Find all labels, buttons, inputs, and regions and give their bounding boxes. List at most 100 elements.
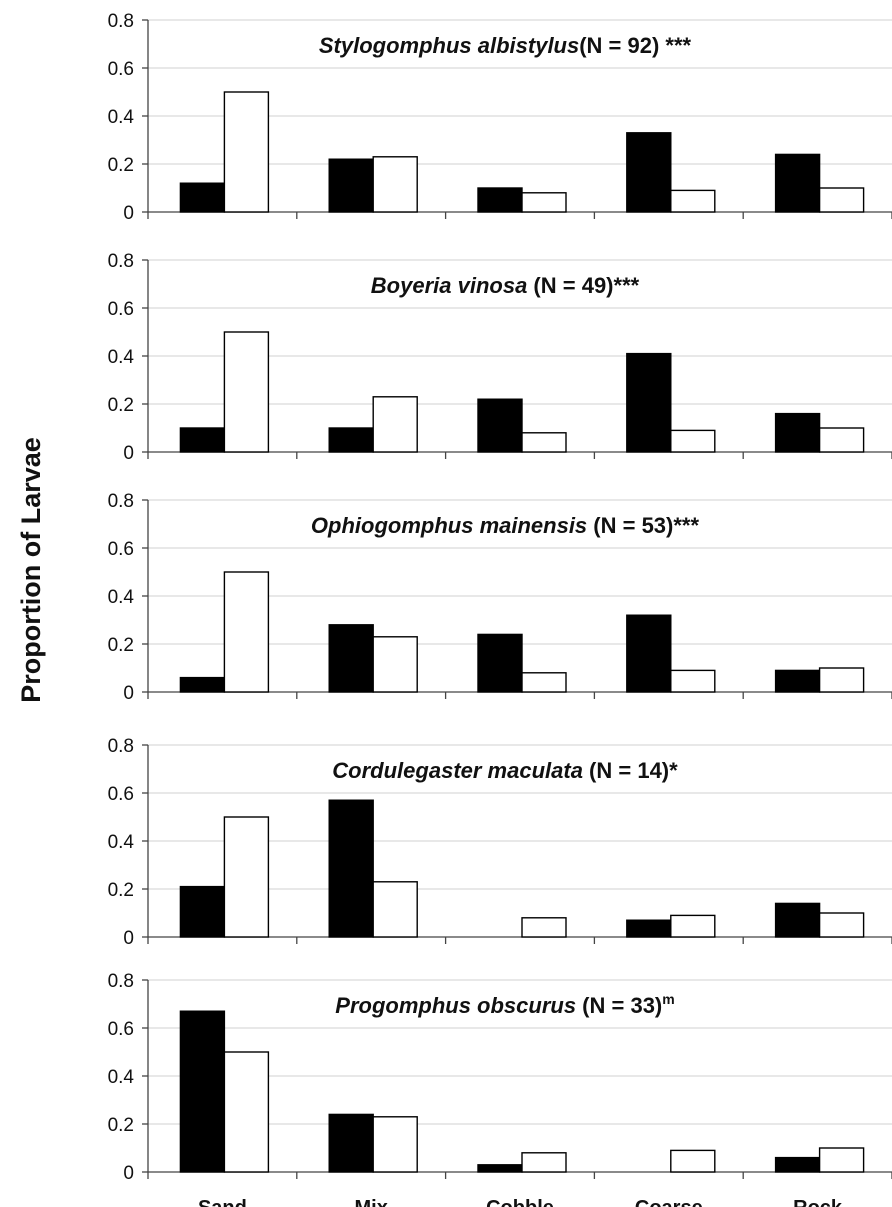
bar xyxy=(223,91,270,213)
bar xyxy=(670,429,716,453)
category-label: Rock xyxy=(793,1197,843,1207)
bar xyxy=(372,156,418,213)
bar xyxy=(328,427,374,453)
bar xyxy=(179,885,226,938)
bar xyxy=(179,427,226,453)
bar xyxy=(774,153,821,213)
bar xyxy=(521,192,567,213)
y-tick-label: 0.8 xyxy=(108,971,134,992)
species-name: Cordulegaster maculata xyxy=(332,758,583,783)
bar xyxy=(179,1010,226,1173)
bar xyxy=(477,398,523,453)
bar xyxy=(179,182,226,213)
y-tick-label: 0 xyxy=(123,683,134,704)
y-tick-label: 0 xyxy=(123,203,134,224)
bar xyxy=(774,902,821,938)
bar xyxy=(372,396,418,453)
bar xyxy=(477,187,523,213)
y-tick-label: 0.8 xyxy=(108,251,134,272)
bar xyxy=(774,669,821,693)
y-tick-label: 0.6 xyxy=(108,299,134,320)
bar xyxy=(818,187,865,213)
bar xyxy=(774,1156,821,1173)
y-tick-label: 0.4 xyxy=(108,347,135,368)
bar xyxy=(179,676,226,693)
category-label: Mix xyxy=(355,1197,388,1207)
category-label: Coarse xyxy=(635,1197,703,1207)
bar xyxy=(372,1116,418,1173)
bar xyxy=(774,412,821,453)
bar xyxy=(521,672,567,693)
bar xyxy=(328,799,374,938)
y-tick-label: 0.6 xyxy=(108,59,134,80)
bar xyxy=(328,158,374,213)
y-tick-label: 0.6 xyxy=(108,1019,134,1040)
sample-size: (N = 53)*** xyxy=(587,513,699,538)
bar xyxy=(477,1164,523,1173)
bar xyxy=(670,189,716,213)
bar xyxy=(626,352,672,453)
y-tick-label: 0.8 xyxy=(108,491,134,512)
bar xyxy=(223,816,270,938)
y-tick-label: 0.4 xyxy=(108,832,135,853)
panel-title: Stylogomphus albistylus(N = 92) *** xyxy=(319,33,692,58)
panel-title: Ophiogomphus mainensis (N = 53)*** xyxy=(311,513,700,538)
y-tick-label: 0.8 xyxy=(108,11,134,32)
chart-panel: 0 0.2 0.4 0.6 0.8 Boyeria vinosa (N = 49)*** xyxy=(108,251,892,464)
species-name: Ophiogomphus mainensis xyxy=(311,513,587,538)
species-name: Boyeria vinosa xyxy=(371,273,528,298)
bar xyxy=(521,1152,567,1173)
sample-size: (N = 49)*** xyxy=(527,273,639,298)
panel-title: Progomphus obscurus (N = 33)m xyxy=(335,991,674,1018)
bar xyxy=(521,432,567,453)
bar xyxy=(477,633,523,693)
bar xyxy=(223,571,270,693)
y-tick-label: 0.4 xyxy=(108,1067,135,1088)
y-tick-label: 0.8 xyxy=(108,736,134,757)
sample-size: (N = 33) xyxy=(576,993,662,1018)
bar xyxy=(626,614,672,693)
chart-panel: 0 0.2 0.4 0.6 0.8 Cordulegaster maculata (N =… xyxy=(108,736,892,949)
significance-marker: m xyxy=(662,991,674,1007)
y-tick-label: 0.2 xyxy=(108,880,134,901)
bar xyxy=(626,132,672,213)
sample-size: (N = 92) *** xyxy=(579,33,691,58)
bar xyxy=(626,919,672,938)
bar xyxy=(818,1147,865,1173)
y-tick-label: 0.2 xyxy=(108,155,134,176)
bar xyxy=(818,667,865,693)
bar xyxy=(223,331,270,453)
y-tick-label: 0.4 xyxy=(108,587,135,608)
bar xyxy=(818,427,865,453)
bar xyxy=(670,914,716,938)
chart-panel: 0 0.2 0.4 0.6 0.8 Ophiogomphus mainensis (N =… xyxy=(108,491,892,704)
bar xyxy=(372,881,418,938)
y-tick-label: 0 xyxy=(123,443,134,464)
y-tick-label: 0 xyxy=(123,928,134,949)
category-label: Cobble xyxy=(486,1197,554,1207)
panel-title: Cordulegaster maculata (N = 14)* xyxy=(332,758,678,783)
bar xyxy=(670,1149,716,1173)
y-tick-label: 0.4 xyxy=(108,107,135,128)
y-tick-label: 0.2 xyxy=(108,635,134,656)
chart-panel: 0 0.2 0.4 0.6 0.8 Progomphus obscurus (N = 33… xyxy=(108,971,892,1184)
y-tick-label: 0.2 xyxy=(108,395,134,416)
bar xyxy=(521,917,567,938)
panel-title: Boyeria vinosa (N = 49)*** xyxy=(371,273,640,298)
bar xyxy=(372,636,418,693)
species-name: Progomphus obscurus xyxy=(335,993,576,1018)
bar xyxy=(328,624,374,693)
y-tick-label: 0 xyxy=(123,1163,134,1184)
y-tick-label: 0.2 xyxy=(108,1115,134,1136)
y-tick-label: 0.6 xyxy=(108,784,134,805)
bar xyxy=(818,912,865,938)
y-axis-label: Proportion of Larvae xyxy=(16,437,46,703)
bar xyxy=(670,669,716,693)
category-label: Sand xyxy=(198,1197,247,1207)
y-tick-label: 0.6 xyxy=(108,539,134,560)
sample-size: (N = 14)* xyxy=(583,758,678,783)
chart-panel: 0 0.2 0.4 0.6 0.8 Stylogomphus albistylus(N =… xyxy=(108,11,892,224)
bar xyxy=(328,1113,374,1173)
species-name: Stylogomphus albistylus xyxy=(319,33,579,58)
